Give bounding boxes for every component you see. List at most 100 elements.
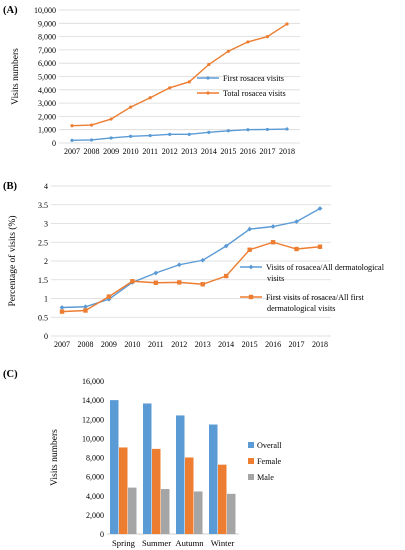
data-point bbox=[200, 282, 205, 287]
y-tick-label: 14,000 bbox=[82, 396, 104, 405]
y-tick-label: 2,000 bbox=[38, 112, 56, 121]
x-tick-label: 2014 bbox=[201, 147, 217, 156]
x-tick-label: 2011 bbox=[142, 147, 158, 156]
data-point bbox=[294, 246, 299, 252]
data-point bbox=[83, 304, 88, 310]
x-tick-label: 2014 bbox=[218, 340, 234, 349]
data-point bbox=[129, 105, 133, 109]
data-point bbox=[246, 128, 250, 132]
y-tick-label: 0.5 bbox=[38, 313, 48, 322]
x-tick-label: 2009 bbox=[103, 147, 119, 156]
y-axis-title: Percentage of visits (%) bbox=[7, 215, 18, 306]
y-tick-label: 3.5 bbox=[38, 201, 48, 210]
y-tick-label: 8,000 bbox=[86, 454, 104, 463]
bar bbox=[185, 457, 194, 534]
legend-marker bbox=[206, 76, 210, 80]
y-tick-label: 6,000 bbox=[38, 59, 56, 68]
data-point bbox=[59, 305, 65, 310]
y-tick-label: 12,000 bbox=[82, 415, 104, 424]
y-tick-label: 4 bbox=[44, 182, 48, 191]
y-tick-label: 7,000 bbox=[38, 46, 56, 55]
data-point bbox=[109, 136, 113, 140]
panel-label-c: (C) bbox=[3, 369, 18, 380]
y-tick-label: 5,000 bbox=[38, 73, 56, 82]
bar bbox=[227, 493, 236, 534]
data-point bbox=[187, 132, 191, 136]
data-point bbox=[226, 49, 230, 53]
x-tick-label: 2012 bbox=[171, 340, 187, 349]
x-tick-label: 2017 bbox=[289, 340, 305, 349]
x-tick-label: Spring bbox=[112, 538, 136, 548]
data-point bbox=[247, 226, 253, 232]
x-tick-label: 2008 bbox=[84, 147, 100, 156]
data-point bbox=[223, 243, 229, 249]
panel-label-a: (A) bbox=[3, 5, 18, 16]
x-tick-label: 2017 bbox=[259, 147, 275, 156]
legend-label: First rosacea visits bbox=[223, 74, 284, 83]
x-tick-label: 2018 bbox=[279, 147, 295, 156]
chart-a: 0 1,000 2,000 3,000 4,000 5,000 6,000 7,000 8,00… bbox=[11, 6, 300, 156]
bar bbox=[218, 464, 227, 534]
bar bbox=[128, 487, 137, 534]
data-point bbox=[109, 117, 113, 121]
y-tick-label: 8,000 bbox=[38, 33, 56, 42]
chart-c: 0 2,000 4,000 6,000 8,000 10,000 12,000 14,000 1… bbox=[50, 377, 282, 548]
legend-marker bbox=[248, 264, 254, 270]
bar bbox=[176, 415, 185, 534]
x-tick-label: 2015 bbox=[220, 147, 236, 156]
data-point bbox=[317, 206, 323, 211]
x-tick-label: 2015 bbox=[242, 340, 258, 349]
x-tick-label: 2007 bbox=[54, 340, 70, 349]
data-point bbox=[207, 62, 211, 67]
x-tick-label: 2012 bbox=[162, 147, 178, 156]
y-tick-label: 10,000 bbox=[82, 434, 104, 443]
data-point bbox=[59, 309, 65, 314]
data-point bbox=[270, 224, 276, 229]
data-point bbox=[70, 138, 74, 142]
x-tick-label: Autumn bbox=[175, 538, 204, 548]
data-point bbox=[285, 127, 289, 131]
x-tick-label: 2009 bbox=[101, 340, 117, 349]
data-point bbox=[317, 244, 323, 249]
data-point bbox=[285, 22, 289, 26]
data-point bbox=[226, 129, 230, 133]
bar bbox=[119, 447, 128, 534]
legend-label: visits bbox=[267, 274, 284, 283]
y-axis-title: Visits numbers bbox=[11, 48, 21, 105]
bar bbox=[161, 489, 170, 534]
y-tick-label: 3,000 bbox=[38, 99, 56, 108]
data-point bbox=[265, 35, 270, 39]
data-point bbox=[106, 296, 112, 302]
data-point bbox=[153, 270, 159, 276]
data-point bbox=[153, 280, 159, 285]
x-tick-label: 2013 bbox=[195, 340, 211, 349]
data-point bbox=[270, 240, 276, 245]
x-tick-label: 2016 bbox=[265, 340, 281, 349]
legend-swatch bbox=[248, 442, 254, 448]
series-line bbox=[61, 241, 321, 313]
panel-label-b: (B) bbox=[3, 181, 18, 192]
data-point bbox=[246, 40, 250, 44]
y-tick-label: 2 bbox=[44, 257, 48, 266]
y-tick-label: 0 bbox=[100, 530, 104, 539]
data-point bbox=[130, 279, 135, 284]
legend-label: Overall bbox=[257, 441, 282, 450]
legend-swatch bbox=[248, 474, 254, 480]
series-line bbox=[71, 23, 288, 127]
y-tick-label: 4,000 bbox=[38, 86, 56, 95]
chart-b: 0 0.5 1 1.5 2 2.5 3 3.5 4 2007 2008 2009 2010 2011 201… bbox=[7, 182, 385, 349]
legend-swatch bbox=[248, 458, 254, 464]
x-tick-label: 2011 bbox=[148, 340, 164, 349]
x-tick-label: Summer bbox=[142, 538, 171, 548]
y-tick-label: 6,000 bbox=[86, 473, 104, 482]
data-point bbox=[168, 132, 172, 136]
bar bbox=[143, 403, 152, 534]
data-point bbox=[106, 294, 112, 299]
data-point bbox=[83, 308, 88, 313]
data-point bbox=[294, 219, 299, 225]
y-axis-title: Visits numbers bbox=[50, 429, 60, 486]
y-tick-label: 3 bbox=[44, 220, 48, 229]
data-point bbox=[223, 273, 229, 279]
y-tick-label: 4,000 bbox=[86, 492, 104, 501]
